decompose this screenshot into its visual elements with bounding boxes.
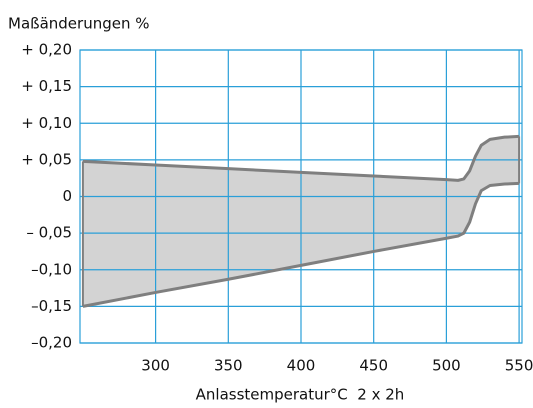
band-line xyxy=(82,134,520,182)
y-tick-label: + 0,15 xyxy=(21,77,72,95)
y-tick-label: + 0,10 xyxy=(21,114,72,132)
x-tick-label: 450 xyxy=(359,357,388,375)
x-tick-label: 550 xyxy=(505,357,533,375)
y-tick-label: 0 xyxy=(62,187,72,205)
y-tick-label: –0,10 xyxy=(31,260,72,278)
x-tick-label: 500 xyxy=(432,357,461,375)
y-tick-label: + 0,05 xyxy=(21,150,72,168)
y-tick-label: – 0,05 xyxy=(26,224,72,242)
chart-title: Maßänderungen % xyxy=(8,15,150,33)
band-line xyxy=(82,181,520,308)
y-tick-label: –0,20 xyxy=(31,334,72,352)
x-axis-label: Anlasstemperatur°C 2 x 2h xyxy=(196,386,405,404)
x-tick-label: 350 xyxy=(214,357,243,375)
y-tick-label: –0,15 xyxy=(31,297,72,315)
x-tick-label: 300 xyxy=(141,357,170,375)
x-tick-label: 400 xyxy=(287,357,316,375)
y-tick-label: + 0,20 xyxy=(21,41,72,59)
plot-border xyxy=(79,49,523,344)
